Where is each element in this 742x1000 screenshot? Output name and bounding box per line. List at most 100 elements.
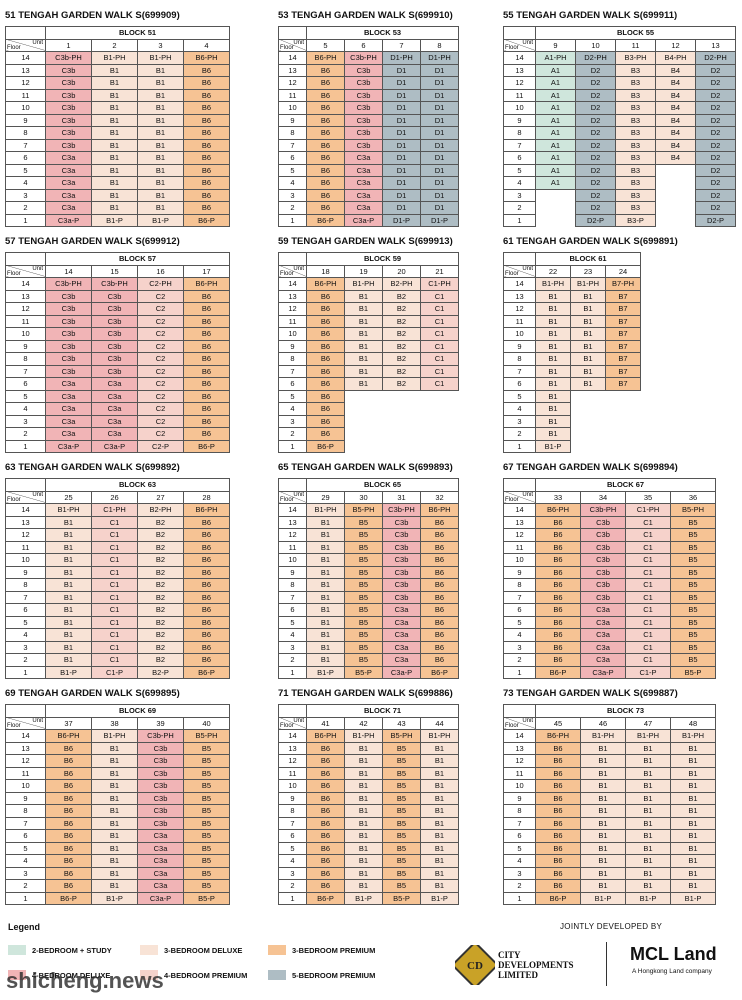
- unit-type: B5: [344, 653, 383, 667]
- unit-type: B6: [182, 327, 231, 341]
- unit-type: B1: [91, 63, 138, 77]
- unit-type: B6: [306, 816, 345, 830]
- unit-type: B6: [306, 389, 345, 403]
- floor-number: 11: [5, 766, 46, 780]
- unit-type: B7: [604, 302, 642, 316]
- unit-type: C3a: [344, 188, 383, 202]
- floor-row: 12 B6 B1 B1 B1: [503, 754, 717, 768]
- unit-type: B1: [580, 866, 626, 880]
- floor-number: 2: [503, 653, 536, 667]
- floor-row: 5 B1 B5 C3a B6: [278, 615, 460, 629]
- unit-type: B6-P: [535, 891, 581, 905]
- unit-type: C3b-PH: [45, 277, 92, 291]
- floor-row: 7 C3b B1 B1 B6: [5, 138, 231, 152]
- floor-row: 1 B6-P B1-P B1-P B1-P: [503, 891, 717, 905]
- unit-type: D1: [419, 88, 460, 102]
- unit-type: C3a: [137, 829, 184, 843]
- floor-number: 13: [278, 63, 307, 77]
- floor-row: 14 B1-PH B5-PH C3b-PH B6-PH: [278, 503, 460, 517]
- unit-type: B2: [137, 603, 184, 617]
- floor-row: 8 B1 B1 B7: [503, 352, 642, 366]
- unit-type: B5: [382, 829, 421, 843]
- unit-type: D1-P: [382, 213, 421, 227]
- empty-cell: [344, 402, 383, 415]
- unit-type: D2: [694, 76, 737, 90]
- unit-type: B1-PH: [570, 277, 606, 291]
- floor-row: 12 A1 D2 B3 B4 D2: [503, 76, 737, 90]
- unit-type: B2: [137, 565, 184, 579]
- unit-type: B6: [419, 553, 460, 567]
- unit-type: B6: [306, 201, 345, 215]
- unit-type: C1: [91, 590, 138, 604]
- unit-type: D2: [575, 76, 616, 90]
- unit-type: B5: [382, 791, 421, 805]
- unit-label: Unit: [522, 491, 533, 498]
- floor-row: 1 B6-P B1-P B5-P B1-P: [278, 891, 460, 905]
- unit-type: D1: [419, 76, 460, 90]
- unit-row: Unit Floor 33 34 35 36: [503, 490, 717, 504]
- floor-number: 6: [5, 377, 46, 391]
- unit-type: B6: [182, 578, 231, 592]
- unit-type: C1: [91, 553, 138, 567]
- floor-row: 5 B6: [278, 389, 459, 403]
- empty-cell: [605, 440, 641, 453]
- unit-type: B5: [182, 779, 231, 793]
- unit-type: B1: [344, 766, 383, 780]
- unit-type: C1: [419, 352, 460, 366]
- floor-number: 3: [5, 414, 46, 428]
- header-row: BLOCK 71: [278, 704, 460, 718]
- unit-number: 40: [182, 716, 231, 730]
- floor-row: 14 B6-PH B1-PH C3b-PH B5-PH: [5, 729, 231, 743]
- unit-type: B6: [419, 515, 460, 529]
- unit-type: C3b: [137, 791, 184, 805]
- unit-type: B3: [615, 63, 656, 77]
- unit-type: B5: [382, 779, 421, 793]
- unit-type: B6: [45, 816, 92, 830]
- unit-type: B6: [45, 766, 92, 780]
- unit-type: B6: [182, 603, 231, 617]
- unit-type: B6: [306, 427, 345, 441]
- unit-type: C3b-PH: [137, 729, 184, 743]
- unit-type: B1: [625, 854, 671, 868]
- unit-type: B6-P: [306, 891, 345, 905]
- legend-label: 3-BEDROOM PREMIUM: [292, 945, 376, 955]
- unit-type: B7: [604, 377, 642, 391]
- floor-row: 13 B1 B5 C3b B6: [278, 515, 460, 529]
- unit-type: B5: [344, 565, 383, 579]
- unit-number: 17: [182, 264, 231, 278]
- unit-type: D2: [575, 163, 616, 177]
- floor-row: 2 B6 B1 B5 B1: [278, 879, 460, 893]
- unit-type: B7-PH: [604, 277, 642, 291]
- unit-type: C3b: [344, 63, 383, 77]
- unit-type: B6-PH: [306, 51, 345, 65]
- unit-type: C1-PH: [419, 277, 460, 291]
- floor-number: 2: [503, 879, 536, 893]
- unit-type: D1: [419, 163, 460, 177]
- unit-type: B6: [182, 389, 231, 403]
- floor-row: 11 B1 C1 B2 B6: [5, 540, 231, 554]
- floor-row: 7 B1 B5 C3b B6: [278, 590, 460, 604]
- floor-row: 13 B6 B1 C3b B5: [5, 741, 231, 755]
- unit-type: B1: [625, 791, 671, 805]
- unit-type: B2: [137, 515, 184, 529]
- unit-table: BLOCK 53 Unit Floor 5 6 7 8 14 B6-PH C3b-PH D1-PH D…: [278, 26, 460, 227]
- floor-row: 8 B1 B5 C3b B6: [278, 578, 460, 592]
- unit-type: B6: [45, 879, 92, 893]
- unit-type: B4: [655, 151, 696, 165]
- floor-number: 5: [5, 615, 46, 629]
- header-row: BLOCK 57: [5, 252, 231, 266]
- unit-type: C1: [625, 628, 671, 642]
- unit-type: B1: [137, 176, 184, 190]
- floor-row: 9 C3b B1 B1 B6: [5, 113, 231, 127]
- legend-title: Legend: [8, 922, 41, 932]
- empty-cell: [570, 402, 606, 415]
- unit-type: B6: [535, 879, 581, 893]
- unit-type: B5: [382, 879, 421, 893]
- floor-number: 14: [278, 51, 307, 65]
- floor-label: Floor: [280, 723, 294, 729]
- unit-type: B5: [382, 766, 421, 780]
- floor-number: 7: [278, 816, 307, 830]
- block-label: BLOCK 69: [44, 704, 231, 718]
- unit-type: B5: [669, 653, 717, 667]
- unit-type: C3a-P: [344, 213, 383, 227]
